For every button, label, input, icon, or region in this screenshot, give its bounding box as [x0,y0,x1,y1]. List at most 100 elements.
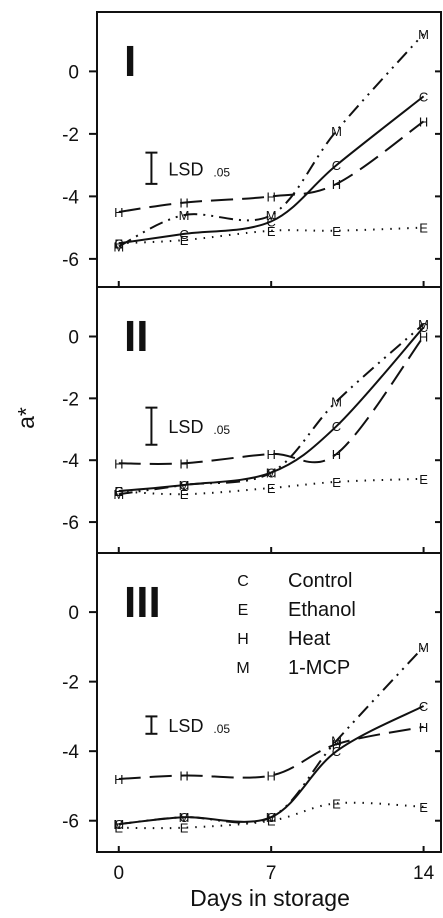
legend-entry: 1-MCP [288,657,350,679]
marker-C: C [332,419,341,434]
legend-entry: Heat [288,628,331,650]
marker-E: E [419,472,428,487]
marker-E: E [332,224,341,239]
marker-H: H [419,114,428,129]
lsd-subscript: .05 [213,722,230,736]
marker-H: H [266,447,275,462]
legend-letter: C [237,573,249,590]
series-line-C [118,705,425,826]
lsd-bar: LSD .05 [145,715,230,736]
marker-E: E [332,475,341,490]
marker-H: H [266,769,275,784]
panel-frame [96,286,442,554]
x-axis-title: Days in storage [190,885,350,911]
x-axis: 0 7 14 [113,863,434,884]
marker-C: C [419,89,428,104]
lsd-label: LSD [168,159,203,179]
x-tick-label: 14 [413,863,435,884]
marker-H: H [179,196,188,211]
panel-label: I [124,37,136,86]
y-tick-label: -2 [62,673,79,694]
marker-C: C [266,214,275,229]
lsd-label: LSD [168,716,203,736]
y-axis-title: a* [13,407,39,429]
marker-M: M [266,466,277,481]
y-tick-label: -4 [62,451,79,472]
y-tick-label: 0 [68,603,79,624]
marker-H: H [332,177,341,192]
marker-M: M [266,810,277,825]
marker-M: M [266,208,277,223]
series-line-H [118,335,425,465]
marker-C: C [419,320,428,335]
lsd-subscript: .05 [213,165,230,179]
marker-E: E [419,800,428,815]
marker-E: E [180,821,189,836]
series-line-M [118,646,425,826]
marker-E: E [332,796,341,811]
y-tick-label: 0 [68,327,79,348]
marker-C: C [114,236,123,251]
marker-M: M [179,810,190,825]
series-line-M [118,33,425,248]
legend-letter: M [236,660,249,677]
marker-E: E [180,233,189,248]
marker-M: M [113,239,124,254]
panel-frame [96,11,442,288]
lsd-subscript: .05 [213,423,230,437]
y-tick-label: -4 [62,187,79,208]
series-line-H [118,725,424,780]
lsd-bar: LSD .05 [145,151,230,185]
legend-letter: H [237,631,249,648]
y-tick-label: -6 [62,250,79,271]
y-tick-label: -2 [62,389,79,410]
marker-E: E [267,814,276,829]
marker-M: M [418,317,429,332]
marker-E: E [114,236,123,251]
marker-H: H [266,189,275,204]
legend-entry: Control [288,570,352,592]
marker-H: H [332,447,341,462]
marker-H: H [114,205,123,220]
legend-letter: E [238,602,249,619]
y-tick-label: -4 [62,742,79,763]
legend: C Control E Ethanol H Heat M 1-MCP [236,570,356,679]
marker-M: M [179,208,190,223]
series-line-H [118,120,425,213]
marker-M: M [331,394,342,409]
series-line-M [118,323,425,496]
marker-C: C [114,817,123,832]
marker-C: C [332,744,341,759]
marker-H: H [179,769,188,784]
marker-E: E [419,221,428,236]
x-tick-label: 0 [113,863,124,884]
marker-M: M [113,487,124,502]
marker-C: C [419,699,428,714]
marker-H: H [332,737,341,752]
marker-E: E [267,481,276,496]
marker-C: C [332,158,341,173]
marker-M: M [418,27,429,42]
marker-M: M [113,817,124,832]
lsd-bar: LSD .05 [145,406,230,446]
marker-H: H [419,720,428,735]
panel-label: II [124,312,148,361]
series-line-C [118,326,425,493]
y-tick-label: 0 [68,62,79,83]
marker-E: E [180,487,189,502]
legend-entry: Ethanol [288,599,356,621]
panel-label: III [124,578,161,627]
marker-E: E [267,224,276,239]
marker-H: H [419,329,428,344]
marker-E: E [114,821,123,836]
x-tick-label: 7 [266,863,277,884]
marker-H: H [114,456,123,471]
marker-C: C [179,227,188,242]
y-tick-label: -6 [62,812,79,833]
y-tick-label: -6 [62,513,79,534]
marker-H: H [114,772,123,787]
marker-H: H [179,456,188,471]
